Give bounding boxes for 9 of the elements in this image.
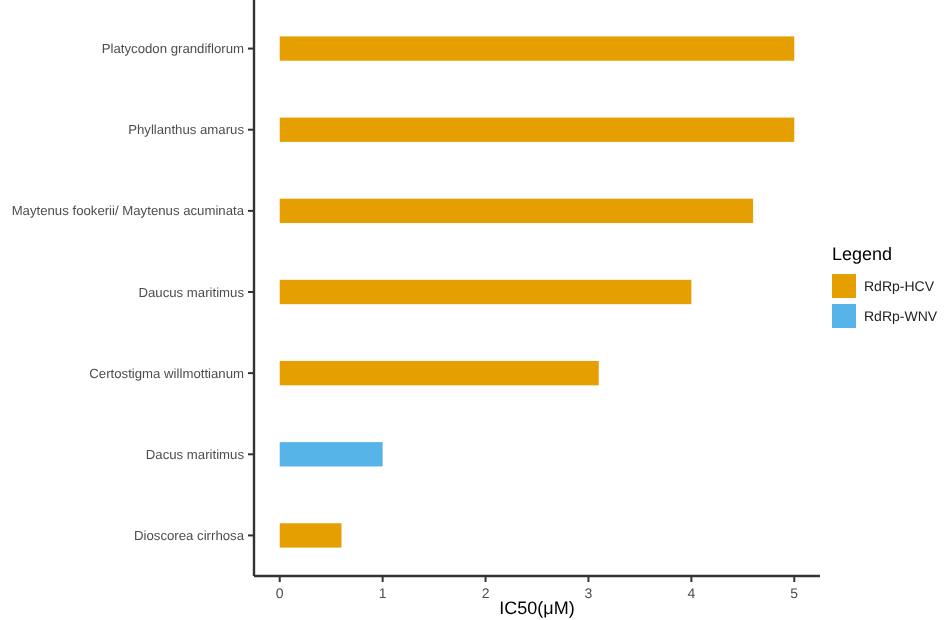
bar (279, 36, 795, 61)
bar (279, 117, 795, 142)
bar (279, 442, 383, 467)
bar (279, 198, 754, 224)
x-axis-title: IC50(μM) (499, 598, 575, 618)
bar (279, 523, 342, 548)
bar (279, 360, 599, 386)
legend-title: Legend (832, 244, 893, 264)
bar (279, 279, 692, 305)
